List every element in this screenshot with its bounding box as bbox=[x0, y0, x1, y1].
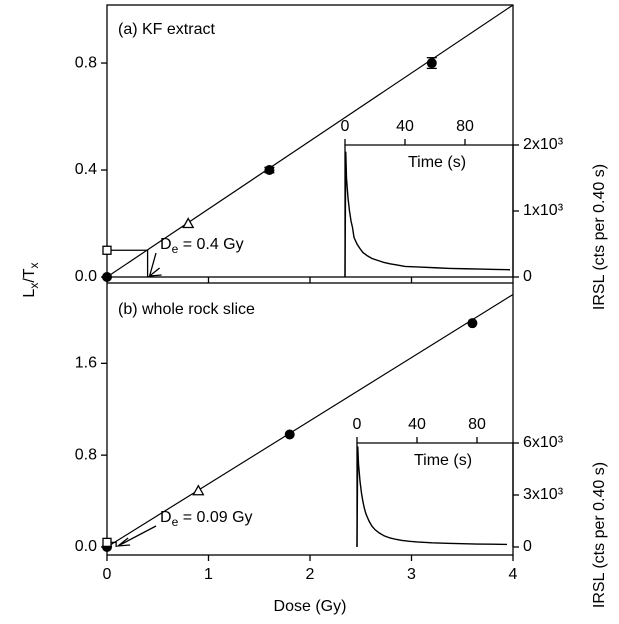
data-point bbox=[102, 245, 112, 255]
de-arrow bbox=[117, 525, 157, 547]
y-axis-label-part: x bbox=[27, 283, 41, 289]
data-point bbox=[284, 429, 295, 440]
data-point bbox=[102, 537, 112, 548]
data-point bbox=[264, 165, 275, 176]
y-axis-label-part: L bbox=[21, 289, 38, 298]
de-label: De = 0.09 Gy bbox=[160, 509, 253, 529]
de-label-part: = 0.09 Gy bbox=[178, 509, 252, 526]
inset-y-label: IRSL (cts per 0.40 s) bbox=[591, 164, 608, 310]
x-tick-label: 3 bbox=[407, 566, 416, 583]
de-label-part: D bbox=[160, 236, 172, 253]
x-tick-label: 1 bbox=[204, 566, 213, 583]
data-point bbox=[426, 58, 437, 69]
de-label: De = 0.4 Gy bbox=[160, 236, 244, 256]
x-tick-label: 40 bbox=[396, 118, 414, 135]
y-axis-label-part: /T bbox=[21, 268, 38, 282]
de-arrowhead bbox=[147, 267, 162, 277]
de-label-part: = 0.4 Gy bbox=[178, 236, 243, 253]
decay-curve bbox=[344, 151, 511, 278]
data-point bbox=[182, 217, 195, 229]
y-tick-label: 2x10³ bbox=[523, 136, 564, 153]
y-axis-label: Lx/Tx bbox=[21, 262, 41, 297]
de-label-part: e bbox=[172, 242, 179, 256]
y-tick-label: 0.0 bbox=[75, 538, 97, 555]
x-tick-label: 0 bbox=[353, 416, 362, 433]
decay-curve bbox=[356, 446, 508, 548]
x-tick-label: 0 bbox=[103, 566, 112, 583]
data-point bbox=[102, 272, 112, 282]
y-tick-label: 0.0 bbox=[75, 268, 97, 285]
x-tick-label: 4 bbox=[509, 566, 518, 583]
y-tick-label: 3x10³ bbox=[523, 486, 564, 503]
x-tick-label: 80 bbox=[468, 416, 486, 433]
x-tick-label: 2 bbox=[306, 566, 315, 583]
de-arrowhead bbox=[116, 537, 131, 547]
y-tick-label: 0 bbox=[523, 268, 532, 285]
data-point bbox=[192, 484, 205, 496]
y-tick-label: 0 bbox=[523, 538, 532, 555]
de-label-part: D bbox=[160, 509, 172, 526]
y-tick-label: 0.8 bbox=[75, 446, 97, 463]
de-arrow bbox=[148, 252, 157, 277]
inset-x-label: Time (s) bbox=[414, 452, 472, 469]
y-tick-label: 6x10³ bbox=[523, 434, 564, 451]
x-tick-label: 80 bbox=[456, 118, 474, 135]
y-tick-label: 1x10³ bbox=[523, 202, 564, 219]
data-point bbox=[467, 318, 478, 329]
fit-line bbox=[106, 4, 514, 278]
de-label-part: e bbox=[172, 515, 179, 529]
y-tick-label: 0.4 bbox=[75, 161, 97, 178]
y-tick-label: 0.8 bbox=[75, 54, 97, 71]
x-tick-label: 40 bbox=[408, 416, 426, 433]
x-tick-label: 0 bbox=[341, 118, 350, 135]
inset-y-label: IRSL (cts per 0.40 s) bbox=[591, 462, 608, 608]
fit-line bbox=[106, 293, 514, 548]
y-tick-label: 1.6 bbox=[75, 355, 97, 372]
x-axis-label: Dose (Gy) bbox=[274, 598, 347, 615]
panel-title: (a) KF extract bbox=[118, 21, 215, 38]
inset-x-label: Time (s) bbox=[408, 154, 466, 171]
panel-title: (b) whole rock slice bbox=[118, 301, 255, 318]
y-axis-label-part: x bbox=[27, 262, 41, 268]
